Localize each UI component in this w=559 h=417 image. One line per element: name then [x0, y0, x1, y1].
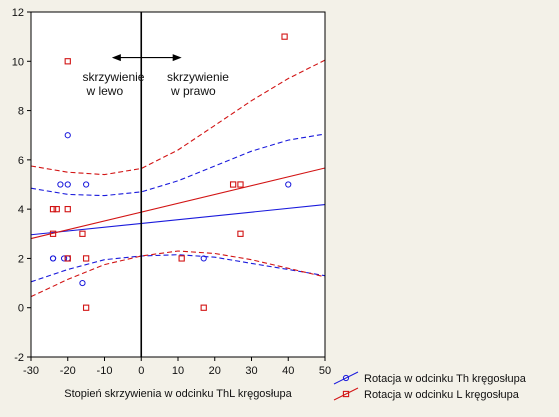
data-point-square [53, 205, 60, 213]
annotation-label-1-line-1: skrzywienie [82, 70, 144, 84]
y-tick-label: 8 [18, 106, 24, 118]
confidence-band-upper-series-1 [30, 133, 326, 197]
fit-lines-layer [30, 167, 326, 240]
data-point-square [64, 255, 71, 262]
legend-label-series-1: Rotacja w odcinku Th kręgosłupa [364, 373, 527, 385]
y-tick-label: 2 [18, 253, 24, 265]
data-point-circle [57, 181, 64, 188]
y-tick-label: 6 [18, 155, 24, 167]
legend: Rotacja w odcinku Th kręgosłupa Rotacja w… [333, 371, 527, 401]
x-tick-label: 40 [282, 365, 294, 377]
data-point-circle [64, 132, 71, 139]
fit-line-series-1 [30, 204, 326, 236]
y-tick-label: 0 [18, 303, 24, 315]
data-point-square [49, 230, 57, 237]
data-point-circle [64, 181, 71, 188]
data-point-square [229, 181, 237, 188]
data-point-square [82, 255, 90, 262]
confidence-band-lower-series-2 [30, 250, 326, 298]
fit-line-series-2 [30, 167, 326, 240]
data-point-circle [200, 255, 207, 262]
legend-line-series-1 [333, 371, 359, 385]
y-tick-label: 12 [12, 7, 24, 19]
data-point-square [64, 205, 71, 213]
data-point-circle [49, 255, 57, 262]
data-point-square [237, 230, 244, 237]
direction-arrow-head-right [172, 54, 182, 62]
x-tick-label: 50 [319, 365, 331, 377]
y-tick-label: -2 [14, 352, 24, 364]
legend-marker-circle [342, 374, 350, 382]
x-tick-label: -20 [60, 365, 76, 377]
plot-area-background [31, 12, 325, 357]
x-tick-label: 20 [209, 365, 221, 377]
data-point-circle [285, 181, 292, 188]
data-point-square [237, 181, 244, 188]
y-tick-label: 4 [18, 204, 24, 216]
confidence-band-lower-series-1 [30, 254, 326, 283]
data-point-circle [60, 255, 68, 262]
legend-marker-square [342, 390, 350, 398]
data-point-square [178, 255, 185, 262]
x-axis-title: Stopień skrzywienia w odcinku ThL kręgos… [64, 388, 292, 400]
legend-line-series-2 [333, 387, 359, 401]
annotation-label-2-line-1: skrzywienie [167, 70, 229, 84]
confidence-band-upper-series-2 [30, 59, 326, 176]
data-point-square [82, 304, 90, 311]
direction-arrow-head-left [111, 54, 121, 62]
x-tick-label: 30 [245, 365, 257, 377]
data-point-square [200, 304, 207, 311]
data-point-square [49, 205, 57, 213]
legend-label-series-2: Rotacja w odcinku L kręgosłupa [364, 389, 520, 401]
data-point-square [281, 33, 288, 40]
x-tick-label: -10 [97, 365, 113, 377]
annotation-label-1-line-2: w lewo [85, 84, 123, 98]
data-point-circle [83, 181, 90, 188]
x-tick-label: -30 [23, 365, 39, 377]
data-point-square [64, 58, 71, 65]
y-tick-label: 10 [12, 56, 24, 68]
data-point-circle [79, 279, 86, 287]
x-tick-label: 10 [172, 365, 184, 377]
data-point-square [79, 230, 86, 237]
confidence-bands-layer [30, 59, 326, 298]
points-layer [49, 33, 292, 311]
x-tick-label: 0 [138, 365, 144, 377]
annotation-label-2-line-2: w prawo [170, 84, 216, 98]
